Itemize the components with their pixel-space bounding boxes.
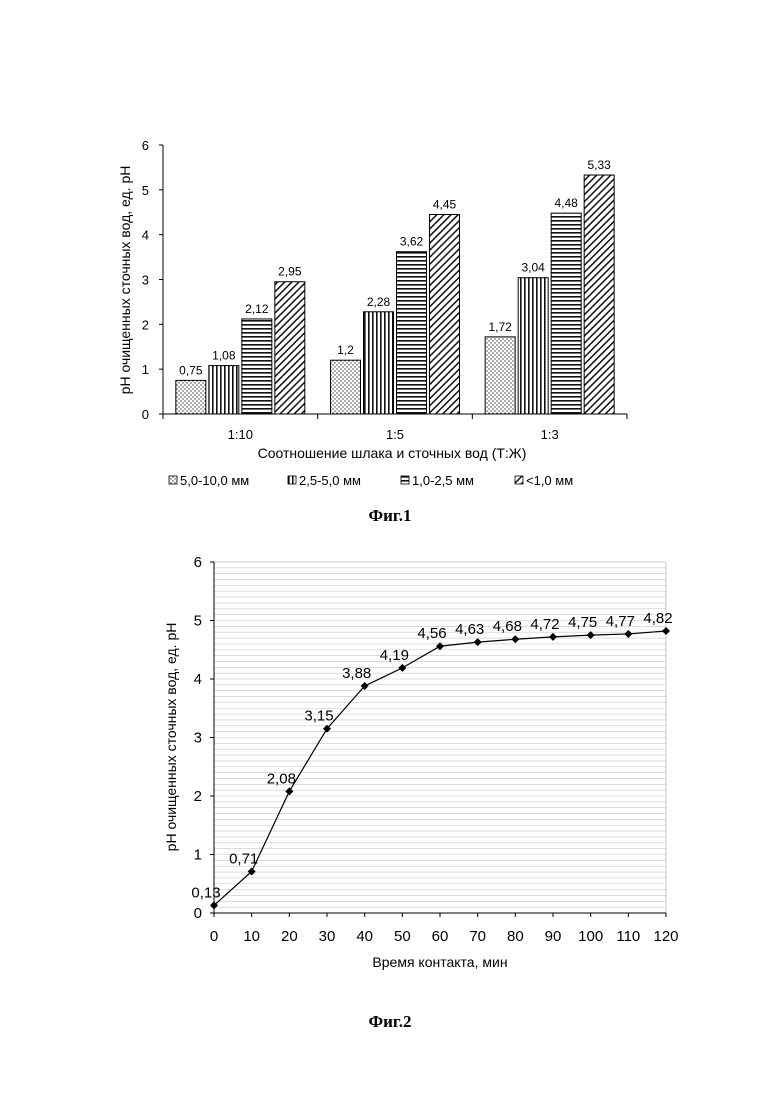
bar-data-label: 3,04 xyxy=(521,261,545,275)
bar xyxy=(242,319,272,414)
x-tick-label: 0 xyxy=(210,928,218,945)
bar xyxy=(331,360,361,414)
data-label: 4,63 xyxy=(455,621,484,638)
x-tick-label: 1:3 xyxy=(541,427,559,442)
data-point xyxy=(248,867,256,875)
data-label: 3,15 xyxy=(304,708,333,725)
bar-data-label: 2,12 xyxy=(245,302,269,316)
data-point xyxy=(587,631,595,639)
y-tick-label: 1 xyxy=(194,847,202,864)
data-label: 2,08 xyxy=(267,770,296,787)
series-line xyxy=(214,631,666,905)
data-point xyxy=(624,630,632,638)
x-tick-label: 10 xyxy=(243,928,260,945)
data-label: 4,56 xyxy=(417,625,446,642)
bar-data-label: 1,2 xyxy=(337,343,354,357)
legend-swatch xyxy=(515,476,523,484)
data-label: 4,75 xyxy=(568,614,597,631)
y-tick-label: 6 xyxy=(142,138,149,153)
bar xyxy=(364,312,394,414)
bar-chart: 0 1 2 3 4 5 6 1:10 1:5 1:3 0,75 1,2 1,72 1,08 2,28 3,0… xyxy=(0,0,780,520)
legend: 5,0-10,0 мм 2,5-5,0 мм 1,0-2,5 мм <1,0 мм xyxy=(169,473,573,488)
y-tick-label: 2 xyxy=(142,317,149,332)
legend-label: 1,0-2,5 мм xyxy=(412,473,474,488)
data-label: 4,72 xyxy=(530,616,559,633)
data-point xyxy=(549,633,557,641)
legend-label: 2,5-5,0 мм xyxy=(299,473,361,488)
data-label: 4,77 xyxy=(606,613,635,630)
y-axis-label: pH очищенных сточных вод, ед. pH xyxy=(163,623,179,852)
y-tick-label: 3 xyxy=(194,730,202,747)
data-point xyxy=(662,627,670,635)
legend-label: <1,0 мм xyxy=(526,473,573,488)
bar xyxy=(518,278,548,414)
data-point xyxy=(474,638,482,646)
data-point xyxy=(361,682,369,690)
bar-data-label: 1,08 xyxy=(212,349,236,363)
data-label: 0,13 xyxy=(191,884,220,901)
x-tick-label: 1:5 xyxy=(386,427,404,442)
x-tick-label: 110 xyxy=(616,928,640,945)
bar-data-label: 1,72 xyxy=(488,320,512,334)
figure-caption: Фиг.2 xyxy=(290,1012,490,1032)
data-label: 4,82 xyxy=(643,610,672,627)
y-tick-label: 0 xyxy=(194,905,202,922)
bar xyxy=(176,380,206,414)
data-point xyxy=(511,635,519,643)
x-tick-label: 50 xyxy=(394,928,411,945)
data-point xyxy=(436,642,444,650)
bar-data-label: 2,95 xyxy=(278,265,302,279)
bar xyxy=(209,366,239,414)
y-tick-label: 5 xyxy=(194,613,202,630)
legend-swatch xyxy=(169,476,177,484)
y-axis-label: pH очищенных сточных вод, ед. pH xyxy=(117,166,133,395)
data-point xyxy=(323,725,331,733)
y-tick-label: 2 xyxy=(194,788,202,805)
x-tick-label: 60 xyxy=(432,928,449,945)
x-tick-label: 100 xyxy=(578,928,603,945)
y-tick-label: 5 xyxy=(142,183,149,198)
x-tick-label: 70 xyxy=(469,928,486,945)
y-tick-label: 4 xyxy=(194,671,202,688)
y-tick-label: 1 xyxy=(142,362,149,377)
y-tick-label: 0 xyxy=(142,407,149,422)
bar xyxy=(551,213,581,414)
x-tick-label: 40 xyxy=(356,928,373,945)
data-point xyxy=(285,787,293,795)
data-label: 3,88 xyxy=(342,665,371,682)
legend-swatch xyxy=(288,476,296,484)
legend-label: 5,0-10,0 мм xyxy=(180,473,249,488)
bar-data-label: 3,62 xyxy=(400,235,424,249)
bar xyxy=(430,214,460,414)
bar xyxy=(584,175,614,414)
x-tick-label: 80 xyxy=(507,928,524,945)
data-point xyxy=(398,664,406,672)
figure-caption: Фиг.1 xyxy=(290,506,490,526)
x-tick-label: 90 xyxy=(545,928,562,945)
x-tick-label: 30 xyxy=(319,928,336,945)
bar-data-label: 5,33 xyxy=(587,158,611,172)
data-point xyxy=(210,901,218,909)
data-label: 4,68 xyxy=(493,618,522,635)
data-label: 0,71 xyxy=(229,850,258,867)
y-tick-label: 4 xyxy=(142,228,149,243)
bar-data-label: 0,75 xyxy=(179,363,203,377)
bar-data-label: 4,48 xyxy=(554,196,578,210)
bar xyxy=(485,337,515,414)
x-tick-label: 1:10 xyxy=(228,427,253,442)
bar-data-label: 4,45 xyxy=(433,197,457,211)
y-tick-label: 3 xyxy=(142,273,149,288)
x-axis-label: Соотношение шлака и сточных вод (Т:Ж) xyxy=(258,445,527,461)
legend-swatch xyxy=(401,476,409,484)
bar-data-label: 2,28 xyxy=(367,295,391,309)
x-tick-label: 120 xyxy=(653,928,678,945)
y-tick-label: 6 xyxy=(194,554,202,571)
bar xyxy=(275,282,305,414)
data-label: 4,19 xyxy=(380,647,409,664)
bar xyxy=(397,252,427,414)
x-axis-label: Время контакта, мин xyxy=(372,954,507,970)
x-tick-label: 20 xyxy=(281,928,298,945)
